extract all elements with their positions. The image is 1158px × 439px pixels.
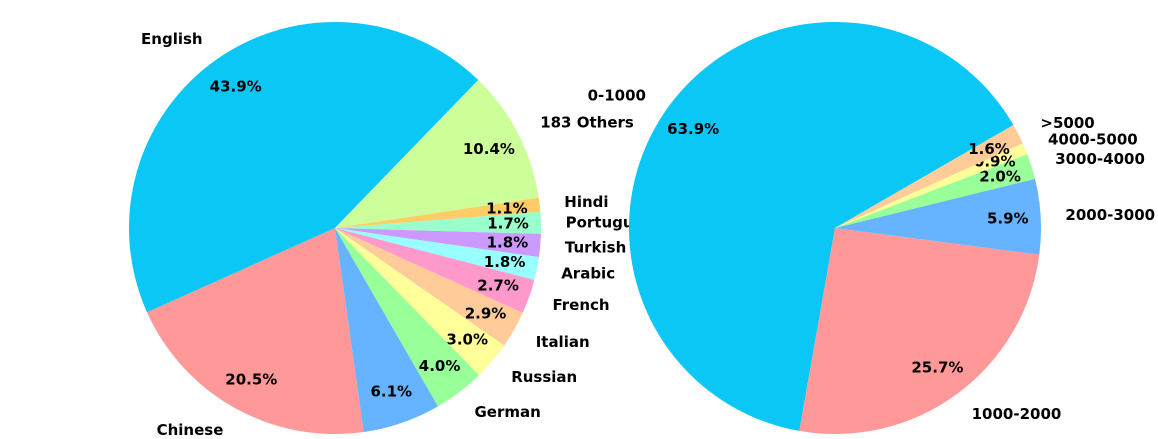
len-category-label-3000-4000: 3000-4000 (1055, 150, 1145, 168)
lang-slice-hindi (335, 197, 541, 228)
len-slice-gt-5000 (835, 125, 1023, 228)
len-pct-label-gt-5000: 1.6% (968, 140, 1010, 158)
lang-pct-label-english: 43.9% (210, 77, 262, 95)
len-slice-0-1000 (629, 22, 1014, 431)
len-category-label-4000-5000: 4000-5000 (1048, 130, 1138, 148)
lang-slice-italian (335, 228, 523, 346)
lang-category-label-hindi: Hindi (564, 193, 608, 211)
lang-category-label-183-others: 183 Others (540, 114, 634, 132)
lang-pct-label-turkish: 1.8% (487, 234, 529, 252)
lang-slice-chinese (146, 228, 364, 435)
lang-pct-label-italian: 2.9% (465, 304, 507, 322)
lang-category-label-french: French (553, 296, 610, 314)
lang-slice-spanish (335, 228, 438, 432)
lang-category-label-spanish: Spanish (410, 437, 477, 439)
len-slice-3000-4000 (835, 154, 1036, 228)
len-pct-label-2000-3000: 5.9% (987, 209, 1029, 227)
lang-pct-label-portuguese: 1.7% (487, 215, 529, 233)
lang-slice-german (335, 228, 480, 407)
lang-category-label-chinese: Chinese (157, 421, 224, 439)
len-category-label-gt-5000: >5000 (1040, 114, 1094, 132)
lang-category-label-italian: Italian (536, 333, 590, 351)
len-category-label-2000-3000: 2000-3000 (1065, 206, 1155, 224)
len-category-label-0-1000: 0-1000 (588, 87, 646, 105)
lang-pct-label-russian: 3.0% (446, 331, 488, 349)
lang-slice-183-others (335, 80, 539, 228)
lang-pct-label-spanish: 6.1% (370, 383, 412, 401)
lang-slice-turkish (335, 228, 541, 258)
language-pie-chart: 20.5% Chinese 43.9% English 10.4% 183 Others 1… (128, 21, 663, 439)
lang-category-label-german: German (475, 403, 541, 421)
lang-category-label-turkish: Turkish (565, 239, 626, 257)
len-slice-4000-5000 (835, 143, 1028, 228)
len-slice-2000-3000 (835, 178, 1042, 255)
lang-pct-label-chinese: 20.5% (225, 370, 277, 388)
len-pct-label-1000-2000: 25.7% (911, 359, 963, 377)
lang-slice-russian (335, 228, 505, 376)
len-slice-1000-2000 (799, 228, 1040, 435)
lang-pct-label-french: 2.7% (477, 277, 519, 295)
lang-category-label-russian: Russian (511, 368, 577, 386)
lang-slice-arabic (335, 228, 539, 280)
lang-pct-label-german: 4.0% (419, 357, 461, 375)
len-category-label-1000-2000: 1000-2000 (972, 405, 1062, 423)
lang-slice-english (128, 21, 479, 313)
lang-pct-label-arabic: 1.8% (484, 253, 526, 271)
lang-category-label-english: English (141, 30, 203, 48)
lang-category-label-arabic: Arabic (561, 265, 615, 283)
lang-pct-label-183-others: 10.4% (463, 140, 515, 158)
lang-slice-portuguese (335, 211, 542, 234)
lang-slice-french (335, 228, 535, 313)
len-pct-label-3000-4000: 2.0% (979, 167, 1021, 185)
length-pie-chart: 63.9% 0-1000 25.7% 1000-2000 5.9% 2000-3000 2.… (588, 22, 1155, 435)
len-pct-label-0-1000: 63.9% (667, 120, 719, 138)
lang-pct-label-hindi: 1.1% (486, 200, 528, 218)
